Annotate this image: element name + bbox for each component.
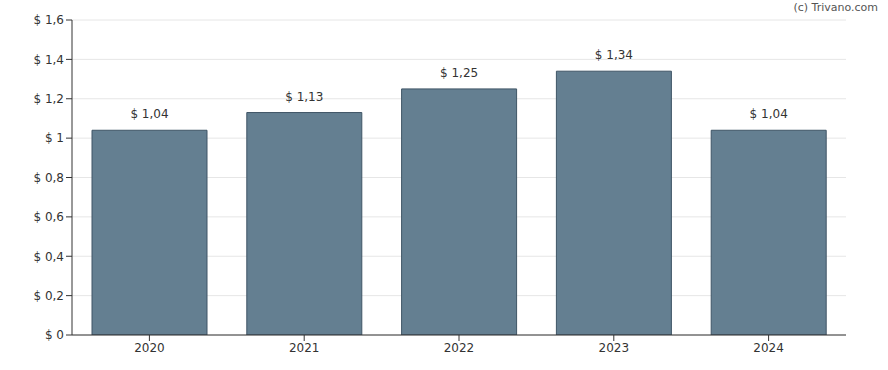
- svg-text:$ 1,04: $ 1,04: [750, 107, 788, 121]
- svg-text:2020: 2020: [134, 341, 165, 355]
- svg-text:$ 1: $ 1: [45, 131, 64, 145]
- svg-text:$ 0,4: $ 0,4: [33, 250, 64, 264]
- svg-text:2022: 2022: [444, 341, 475, 355]
- svg-text:$ 1,13: $ 1,13: [285, 90, 323, 104]
- svg-text:$ 0,8: $ 0,8: [33, 171, 64, 185]
- svg-text:$ 1,2: $ 1,2: [33, 92, 64, 106]
- svg-text:$ 0,6: $ 0,6: [33, 210, 64, 224]
- svg-text:$ 1,25: $ 1,25: [440, 66, 478, 80]
- svg-text:$ 1,04: $ 1,04: [130, 107, 168, 121]
- html-text:(c) Trivano.com: (c) Trivano.com: [793, 1, 878, 14]
- svg-text:$ 0,2: $ 0,2: [33, 289, 64, 303]
- svg-text:$ 1,34: $ 1,34: [595, 48, 633, 62]
- svg-text:$ 1,4: $ 1,4: [33, 53, 64, 67]
- svg-text:2021: 2021: [289, 341, 320, 355]
- svg-text:2023: 2023: [599, 341, 630, 355]
- svg-text:2024: 2024: [753, 341, 784, 355]
- svg-text:$ 1,6: $ 1,6: [33, 13, 64, 27]
- svg-text:$ 0: $ 0: [45, 328, 64, 342]
